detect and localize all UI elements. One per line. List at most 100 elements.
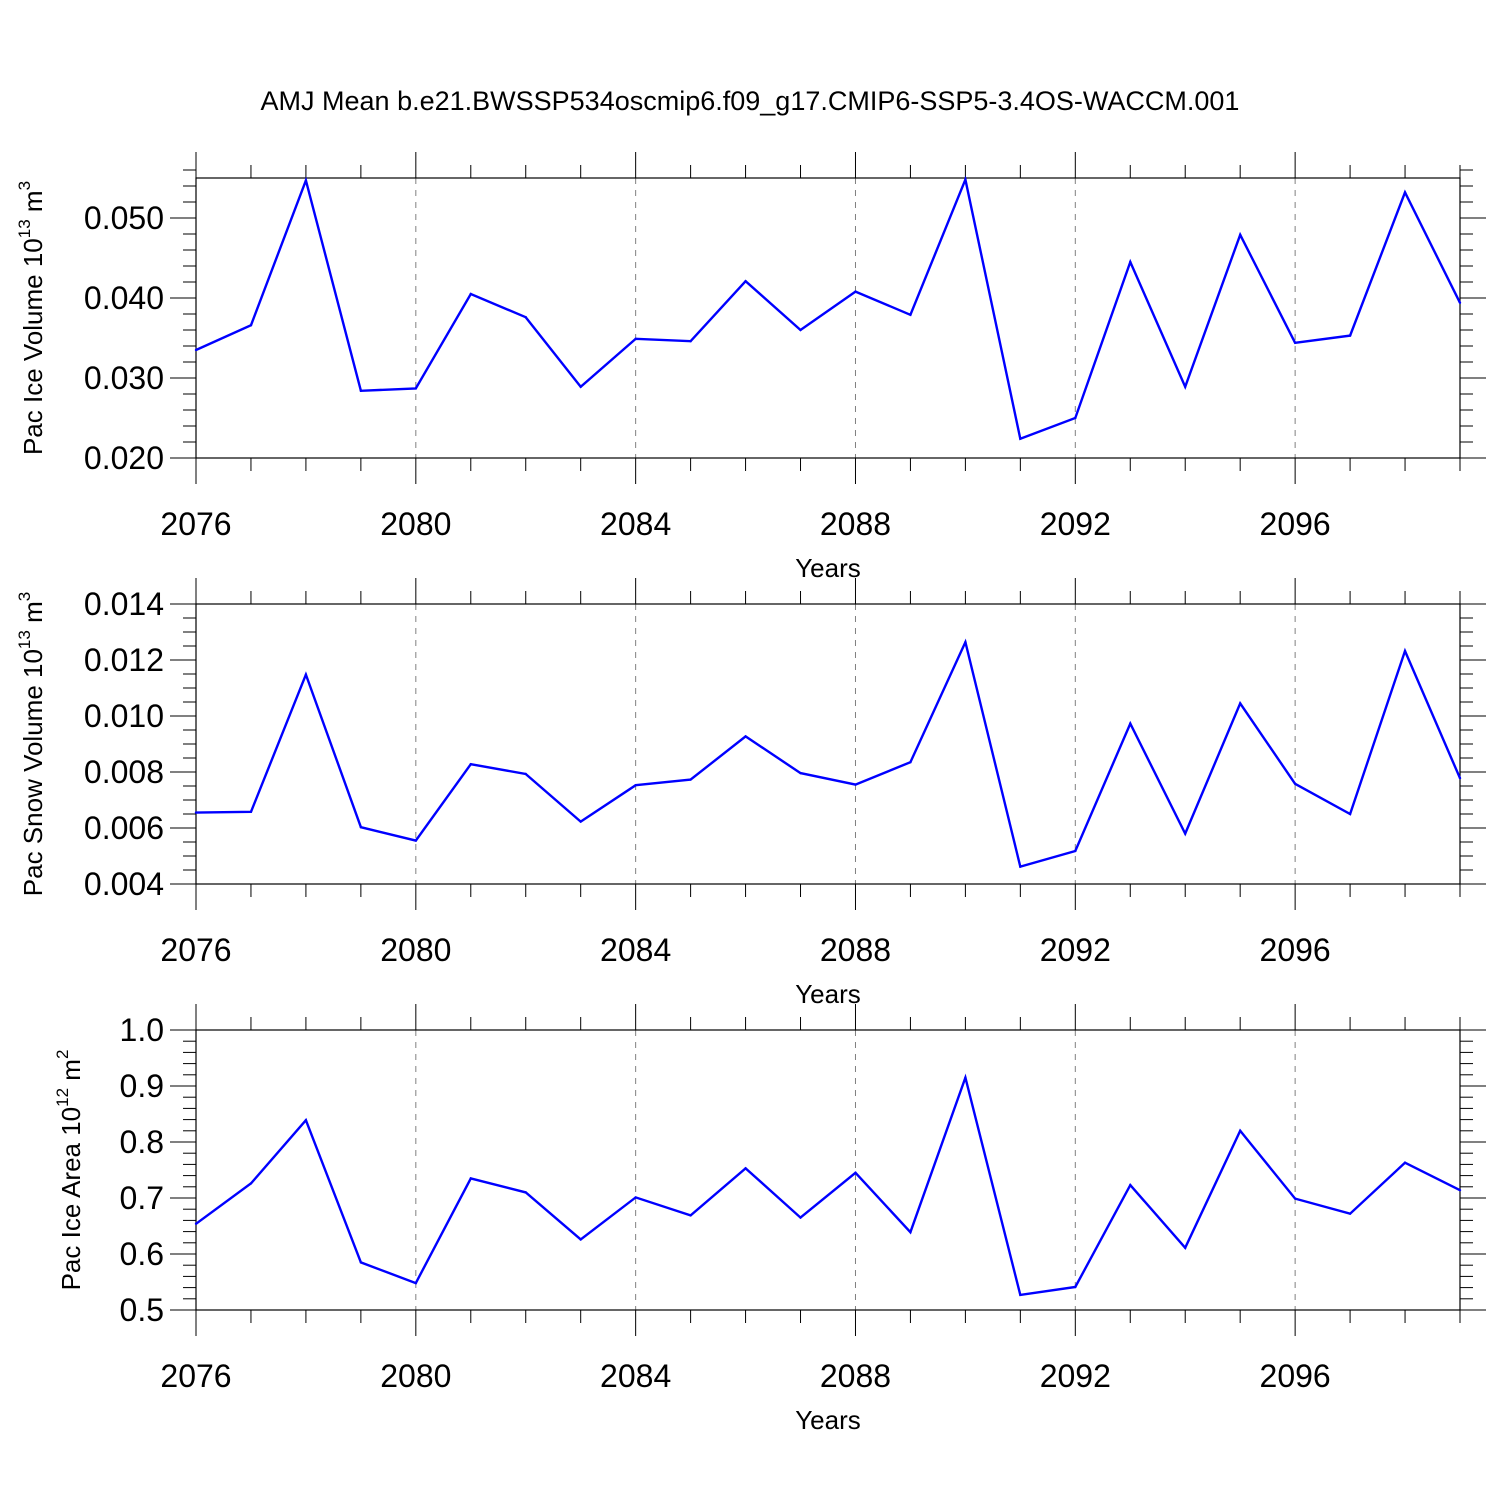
data-point [1238,702,1242,705]
data-point [634,1196,637,1199]
data-point [359,1261,363,1264]
data-point [1293,1197,1297,1200]
y-tick-label: 0.006 [84,810,164,846]
data-point [1129,260,1132,264]
y-tick-label: 0.040 [84,280,164,316]
x-axis-label: Years [795,979,861,1009]
data-point [194,348,198,352]
y-tick-label: 0.050 [84,200,164,236]
data-point [1293,341,1297,344]
data-point [1184,832,1187,835]
x-axis-label: Years [795,553,861,583]
data-point [359,389,363,392]
data-point [304,179,308,182]
panel-1: 0.020 0.030 0.040 0.050 2076 2080 2084 2088 2092… [15,152,1486,583]
y-tick-label: 0.8 [120,1124,164,1160]
data-point [414,387,418,390]
data-point [634,783,637,787]
y-tick-label: 0.008 [84,754,164,790]
y-tick-label: 0.020 [84,440,164,476]
data-point [854,1171,857,1175]
data-point [964,178,967,181]
y-tick-label: 0.7 [120,1180,164,1216]
data-point [1129,1183,1132,1187]
y-axis-label: Pac Ice Area 1012 m2 [53,1050,86,1291]
data-point [249,324,253,327]
y-tick-label: 0.004 [84,866,164,902]
y-axis-label: Pac Snow Volume 1013 m3 [15,592,48,896]
panel-3: 0.5 0.6 0.7 0.8 0.9 1.0 2076 2080 2084 2088 2092 20… [53,1004,1486,1435]
x-axis-label: Years [795,1405,861,1435]
x-tick-label: 2080 [380,506,451,542]
data-point [1238,1129,1242,1133]
x-tick-label: 2084 [600,1358,671,1394]
data-point [249,810,253,813]
data-point [1184,385,1187,388]
x-tick-label: 2092 [1040,506,1111,542]
data-point [689,778,692,781]
data-point [304,673,308,676]
data-point [524,316,527,319]
data-point [1019,865,1022,868]
data-point [579,820,582,823]
data-point [1074,1285,1077,1289]
data-point [909,313,912,316]
data-point [854,783,857,786]
data-point [414,1281,418,1285]
data-point [744,280,747,283]
data-point [524,772,527,776]
y-tick-label: 0.012 [84,642,164,678]
x-tick-label: 2080 [380,932,451,968]
data-point [799,771,802,775]
data-point [1074,416,1077,420]
data-series-line [195,1073,1461,1297]
y-tick-label: 0.6 [120,1236,164,1272]
data-point [579,385,582,388]
data-point [469,292,472,296]
data-point [854,290,857,293]
data-point [1403,191,1407,194]
data-point [744,735,747,738]
plot-frame [195,603,1461,885]
data-point [1458,776,1462,780]
data-point [1458,1188,1462,1192]
data-point [1348,1212,1352,1215]
x-tick-label: 2080 [380,1358,451,1394]
data-point [194,811,198,814]
y-tick-label: 1.0 [120,1012,164,1048]
x-tick-label: 2096 [1260,932,1331,968]
data-point [909,761,912,764]
x-tick-label: 2076 [160,1358,231,1394]
panel-2: 0.004 0.006 0.008 0.010 0.012 0.014 2076 2080 20… [15,578,1486,1009]
figure-title: AMJ Mean b.e21.BWSSP534oscmip6.f09_g17.C… [260,86,1240,116]
data-point [964,640,967,644]
data-point [799,1216,802,1219]
data-point [469,762,472,766]
data-point [1129,722,1132,725]
x-tick-label: 2084 [600,932,671,968]
x-tick-label: 2096 [1260,1358,1331,1394]
data-point [579,1238,582,1241]
data-point [414,839,418,842]
data-point [1348,334,1352,337]
data-point [689,340,692,343]
data-point [799,328,802,332]
y-axis-label: Pac Ice Volume 1013 m3 [15,181,48,455]
x-tick-label: 2084 [600,506,671,542]
y-tick-label: 0.014 [84,586,164,622]
x-tick-label: 2088 [820,506,891,542]
plot-frame [195,177,1461,459]
data-point [1403,1161,1407,1164]
y-tick-label: 0.010 [84,698,164,734]
x-tick-label: 2096 [1260,506,1331,542]
x-tick-label: 2076 [160,506,231,542]
x-tick-label: 2088 [820,1358,891,1394]
y-tick-label: 0.5 [120,1292,164,1328]
y-tick-label: 0.030 [84,360,164,396]
data-point [304,1118,308,1122]
data-point [1238,233,1242,236]
data-point [1184,1246,1187,1250]
data-point [524,1191,527,1194]
data-point [1074,849,1077,853]
